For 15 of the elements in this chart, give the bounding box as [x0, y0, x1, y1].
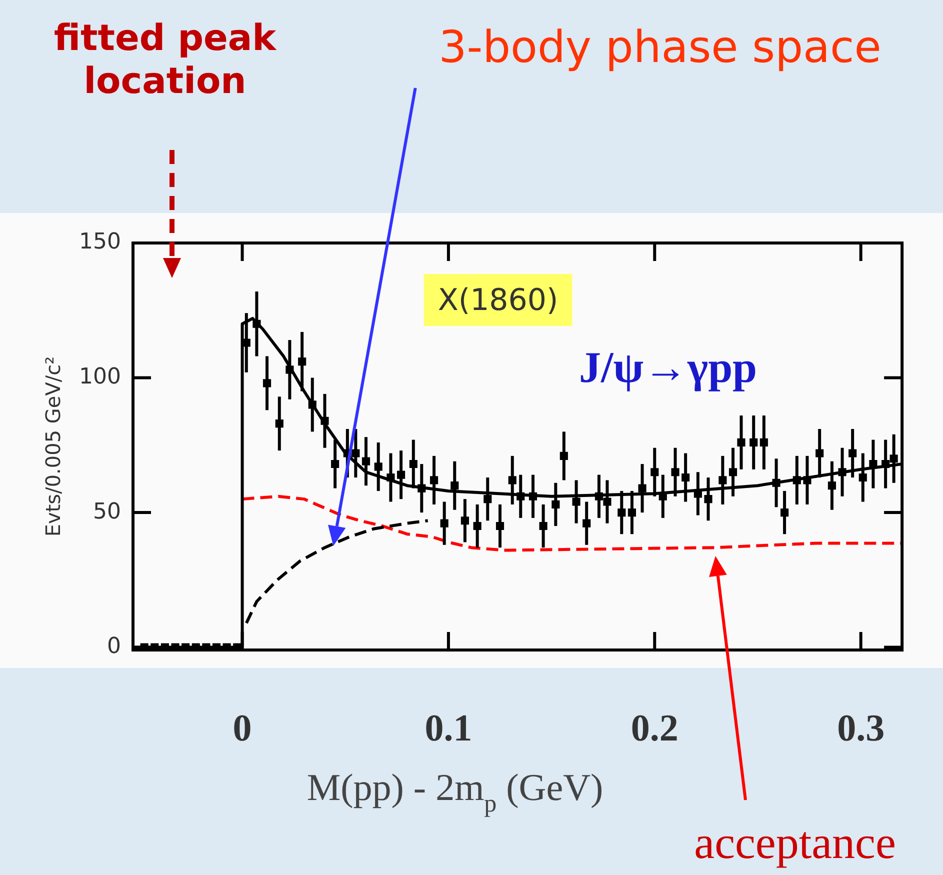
- x-tick-label: 0.1: [424, 708, 472, 750]
- text: fitted peak location: [54, 18, 278, 102]
- y-tick-label: 0: [107, 634, 121, 660]
- y-axis-title: Evts/0.005 GeV/c²: [41, 356, 66, 537]
- y-tick-label: 50: [93, 499, 121, 524]
- annotation: J/ψ→γpp: [578, 343, 758, 392]
- text: acceptance: [694, 817, 896, 868]
- x-tick-label: 0.3: [837, 708, 885, 750]
- x-tick-label: 0.2: [630, 708, 678, 750]
- line-series: [244, 519, 430, 625]
- y-tick-label: 150: [79, 230, 121, 255]
- annotation: X(1860): [438, 283, 558, 318]
- y-tick-label: 100: [79, 364, 121, 390]
- x-tick-label: 0: [232, 708, 252, 750]
- text: 3-body phase space: [438, 22, 882, 73]
